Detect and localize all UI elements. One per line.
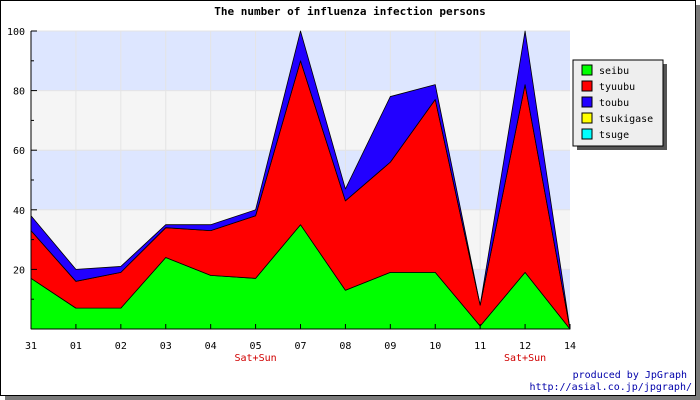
y-tick-label: 100 xyxy=(7,27,25,38)
legend: seibu tyuubu toubu tsukigase tsuge xyxy=(572,59,667,150)
x-tick-note: Sat+Sun xyxy=(504,353,546,364)
legend-swatch-tyuubu xyxy=(581,80,593,92)
x-tick-label: 02 xyxy=(115,341,127,352)
x-tick-label: 12 xyxy=(519,341,531,352)
y-axis-ticks: 20 40 60 80 100 xyxy=(7,27,37,300)
x-tick-note: Sat+Sun xyxy=(235,353,277,364)
series-areas xyxy=(30,30,571,330)
legend-label-tsuge: tsuge xyxy=(599,130,629,141)
credit-line-2[interactable]: http://asial.co.jp/jpgraph/ xyxy=(529,382,692,393)
x-tick-label: 31 xyxy=(25,341,37,352)
x-tick-label: 10 xyxy=(429,341,441,352)
x-tick-label: 07 xyxy=(294,341,306,352)
x-tick-label: 11 xyxy=(474,341,486,352)
legend-swatch-seibu xyxy=(581,64,593,76)
series-area-toubu xyxy=(30,30,571,330)
x-tick-label: 01 xyxy=(70,341,82,352)
x-tick-label: 14 xyxy=(564,341,576,352)
x-tick-label: 04 xyxy=(205,341,217,352)
legend-swatch-tsuge xyxy=(581,128,593,140)
credit-line-1[interactable]: produced by JpGraph xyxy=(573,370,687,381)
legend-label-tsukigase: tsukigase xyxy=(599,114,653,125)
x-tick-label: 05 xyxy=(250,341,262,352)
y-tick-label: 20 xyxy=(13,265,25,276)
y-tick-label: 60 xyxy=(13,146,25,157)
legend-swatch-tsukigase xyxy=(581,112,593,124)
x-tick-label: 03 xyxy=(160,341,172,352)
legend-label-seibu: seibu xyxy=(599,66,629,77)
chart-title: The number of influenza infection person… xyxy=(214,5,486,18)
y-tick-label: 80 xyxy=(13,87,25,98)
y-tick-label: 40 xyxy=(13,206,25,217)
legend-label-toubu: toubu xyxy=(599,98,629,109)
x-tick-label: 08 xyxy=(339,341,351,352)
legend-label-tyuubu: tyuubu xyxy=(599,82,635,93)
x-tick-label: 09 xyxy=(384,341,396,352)
legend-swatch-toubu xyxy=(581,96,593,108)
